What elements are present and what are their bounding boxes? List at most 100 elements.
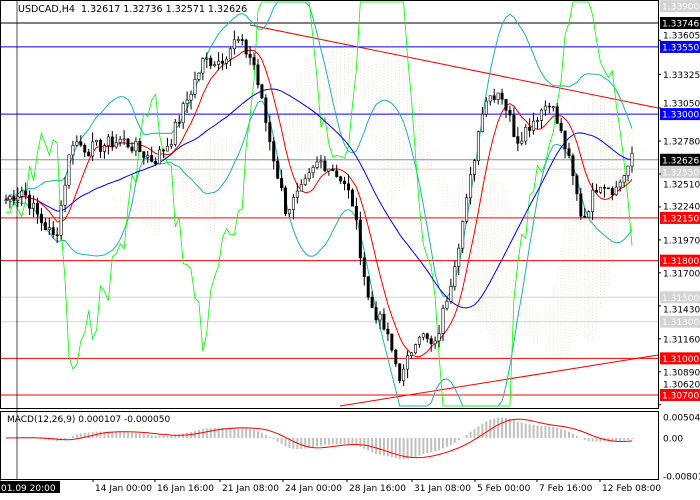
price-tick-label: 1.32240 xyxy=(663,202,700,212)
candle-body xyxy=(370,296,374,308)
price-tick-label: 1.30890 xyxy=(663,368,700,378)
candle-body xyxy=(205,57,209,60)
level-badge xyxy=(660,291,700,304)
candle-body xyxy=(425,333,429,339)
price-tick-label: 1.32510 xyxy=(663,180,700,190)
slow-ma xyxy=(5,88,633,309)
candle-body xyxy=(272,141,276,162)
candle-body xyxy=(161,149,165,152)
level-label: 1.30700 xyxy=(662,392,699,402)
candle-body xyxy=(410,352,414,356)
candle-body xyxy=(71,145,75,156)
level-badge xyxy=(660,352,700,365)
candle-body xyxy=(343,180,347,185)
candle-body xyxy=(461,221,465,249)
candle-body xyxy=(252,57,256,66)
candle-body xyxy=(394,349,398,365)
candle-body xyxy=(102,145,106,152)
level-label: 1.33900 xyxy=(662,3,699,13)
candle-body xyxy=(587,211,591,218)
level-badge xyxy=(660,315,700,328)
time-tick-label: 21 Jan 08:00 xyxy=(222,484,279,494)
candle-body xyxy=(177,122,181,124)
candle-body xyxy=(110,136,114,148)
candle-body xyxy=(154,160,158,165)
level-badge xyxy=(660,254,700,267)
price-tick-label: 1.31430 xyxy=(663,305,700,315)
level-label: 1.32626 xyxy=(662,156,699,166)
candle-body xyxy=(232,39,236,50)
candle-body xyxy=(331,168,335,172)
candle-body xyxy=(374,307,378,321)
candle-body xyxy=(189,93,193,101)
candle-body xyxy=(280,178,284,189)
candle-body xyxy=(362,257,366,277)
candle-body xyxy=(67,154,71,186)
candle-body xyxy=(224,58,228,64)
candle-body xyxy=(386,328,390,335)
candle-body xyxy=(402,368,406,382)
candle-body xyxy=(602,186,606,189)
candle-body xyxy=(95,139,99,143)
level-label: 1.32150 xyxy=(662,214,699,224)
candle-body xyxy=(473,160,477,175)
oscillator-line xyxy=(5,1,633,407)
candle-body xyxy=(75,141,79,146)
ichimoku-cloud xyxy=(112,39,633,381)
candle-body xyxy=(87,151,91,157)
candle-body xyxy=(213,64,217,67)
level-badge xyxy=(660,108,700,121)
candle-body xyxy=(236,39,240,41)
candle-body xyxy=(512,114,516,137)
candle-body xyxy=(551,106,555,109)
candle-body xyxy=(276,160,280,179)
candle-body xyxy=(567,148,571,156)
candle-body xyxy=(532,120,536,131)
level-label: 1.33000 xyxy=(662,111,699,121)
candle-body xyxy=(492,95,496,100)
candle-body xyxy=(291,197,295,210)
candle-body xyxy=(209,57,213,67)
time-tick-label: 12 Feb 08:00 xyxy=(602,484,661,494)
price-tick-label: 1.33605 xyxy=(663,32,700,42)
candle-body xyxy=(555,106,559,124)
candle-body xyxy=(20,190,24,197)
candle-body xyxy=(295,190,299,198)
time-tick-label: 14 Jan 00:00 xyxy=(95,484,152,494)
candle-body xyxy=(339,176,343,182)
candle-body xyxy=(390,333,394,351)
candle-body xyxy=(547,105,551,108)
candle-body xyxy=(217,60,221,65)
candle-body xyxy=(516,136,520,144)
candle-body xyxy=(55,234,59,236)
candle-body xyxy=(543,105,547,111)
candle-body xyxy=(579,193,583,217)
candle-body xyxy=(122,138,126,141)
time-tick-label: 01.09 20:00 xyxy=(1,484,56,494)
bollinger-lower xyxy=(5,100,633,407)
candle-body xyxy=(413,344,417,354)
candle-body xyxy=(319,160,323,163)
candle-body xyxy=(118,139,122,143)
level-label: 1.31500 xyxy=(662,294,699,304)
candle-body xyxy=(583,215,587,218)
candle-body xyxy=(63,184,67,206)
candle-body xyxy=(559,122,563,132)
price-tick-label: 1.31700 xyxy=(663,269,700,279)
candle-body xyxy=(299,184,303,192)
time-tick-label: 28 Jan 16:00 xyxy=(349,484,406,494)
price-pane xyxy=(0,0,659,409)
candle-body xyxy=(32,202,36,209)
candle-body xyxy=(12,196,16,201)
bollinger-upper xyxy=(5,1,633,298)
level-badge xyxy=(660,211,700,224)
candle-body xyxy=(35,202,39,215)
candle-body xyxy=(43,222,47,230)
candle-body xyxy=(465,197,469,222)
candle-body xyxy=(327,168,331,172)
candle-body xyxy=(421,333,425,338)
candle-body xyxy=(441,307,445,334)
candle-body xyxy=(59,204,63,236)
candle-body xyxy=(508,110,512,116)
